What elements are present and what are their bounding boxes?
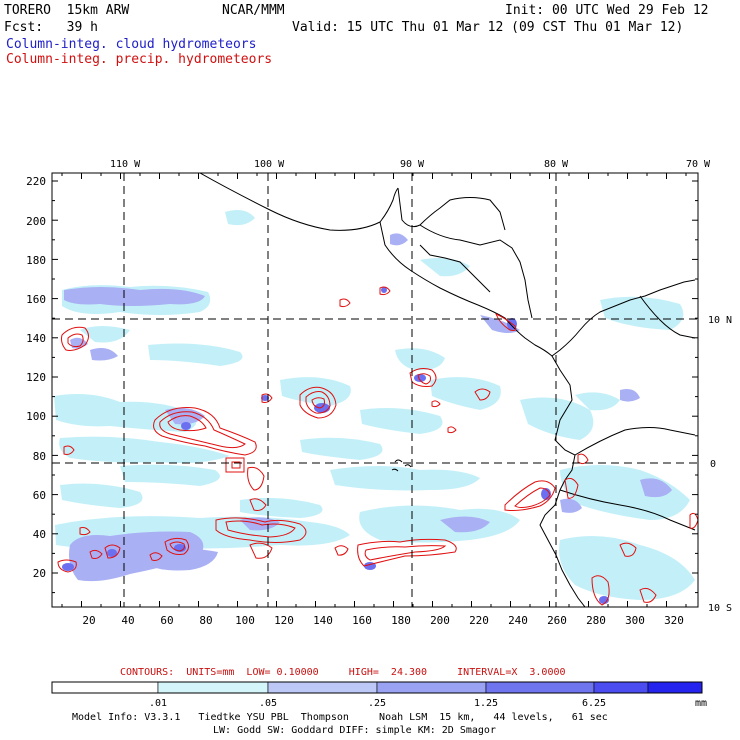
y-tick-label: 140 (26, 332, 46, 345)
lat-label: 10 S (708, 603, 732, 614)
coastline (199, 173, 696, 607)
x-tick-label: 300 (625, 614, 645, 627)
colorbar-cell (267, 681, 378, 694)
colorbar (51, 681, 703, 694)
x-tick-label: 60 (160, 614, 173, 627)
colorbar-cell (51, 681, 159, 694)
contour-info: CONTOURS: UNITS=mm LOW= 0.10000 HIGH= 24… (120, 667, 566, 678)
field-precip-label: Column-integ. precip. hydrometeors (6, 52, 273, 67)
colorbar-tick-label: .01 (149, 698, 167, 709)
x-tick-label: 320 (664, 614, 684, 627)
colorbar-units: mm (695, 698, 707, 709)
x-tick-label: 180 (391, 614, 411, 627)
y-tick-label: 20 (33, 567, 46, 580)
x-tick-label: 240 (508, 614, 528, 627)
colorbar-cell (376, 681, 487, 694)
colorbar-cell (485, 681, 595, 694)
field-cloud-label: Column-integ. cloud hydrometeors (6, 37, 257, 52)
colorbar-cell (157, 681, 269, 694)
x-tick-label: 20 (82, 614, 95, 627)
valid-time: Valid: 15 UTC Thu 01 Mar 12 (09 CST Thu … (292, 20, 684, 35)
physics-info: LW: Godd SW: Goddard DIFF: simple KM: 2D… (213, 725, 496, 736)
x-tick-label: 40 (121, 614, 134, 627)
model-info: Model Info: V3.3.1 Tiedtke YSU PBL Thomp… (72, 712, 608, 723)
x-tick-label: 220 (469, 614, 489, 627)
y-tick-label: 180 (26, 254, 46, 267)
lat-label: 10 N (708, 315, 732, 326)
colorbar-cell (593, 681, 649, 694)
graticule (52, 173, 698, 607)
lat-label: 0 (710, 459, 716, 470)
colorbar-tick-label: .25 (368, 698, 386, 709)
x-tick-label: 140 (313, 614, 333, 627)
precip-contours (57, 286, 698, 606)
x-tick-label: 200 (430, 614, 450, 627)
plot-frame (51, 172, 699, 608)
colorbar-cell (647, 681, 703, 694)
colorbar-tick-label: 1.25 (474, 698, 498, 709)
y-tick-label: 120 (26, 371, 46, 384)
x-tick-label: 120 (274, 614, 294, 627)
init-time: Init: 00 UTC Wed 29 Feb 12 (505, 3, 709, 18)
lon-label: 110 W (110, 159, 141, 170)
y-tick-label: 220 (26, 175, 46, 188)
lon-label: 70 W (686, 159, 711, 170)
y-tick-label: 160 (26, 293, 46, 306)
x-tick-label: 280 (586, 614, 606, 627)
lon-label: 80 W (544, 159, 569, 170)
axis-ticks (52, 173, 698, 607)
y-tick-label: 100 (26, 410, 46, 423)
x-tick-label: 100 (235, 614, 255, 627)
forecast-hour: Fcst: 39 h (4, 20, 98, 35)
x-tick-label: 160 (352, 614, 372, 627)
model-title: TORERO 15km ARW (4, 3, 130, 18)
y-tick-label: 200 (26, 215, 46, 228)
y-tick-label: 40 (33, 528, 46, 541)
y-tick-label: 80 (33, 450, 46, 463)
colorbar-tick-label: 6.25 (582, 698, 606, 709)
lon-label: 90 W (400, 159, 425, 170)
x-tick-label: 80 (199, 614, 212, 627)
institution-label: NCAR/MMM (222, 3, 285, 18)
y-tick-label: 60 (33, 489, 46, 502)
cloud-hydrometeor-shading (54, 210, 695, 604)
x-tick-label: 260 (547, 614, 567, 627)
lon-label: 100 W (254, 159, 285, 170)
colorbar-tick-label: .05 (259, 698, 277, 709)
